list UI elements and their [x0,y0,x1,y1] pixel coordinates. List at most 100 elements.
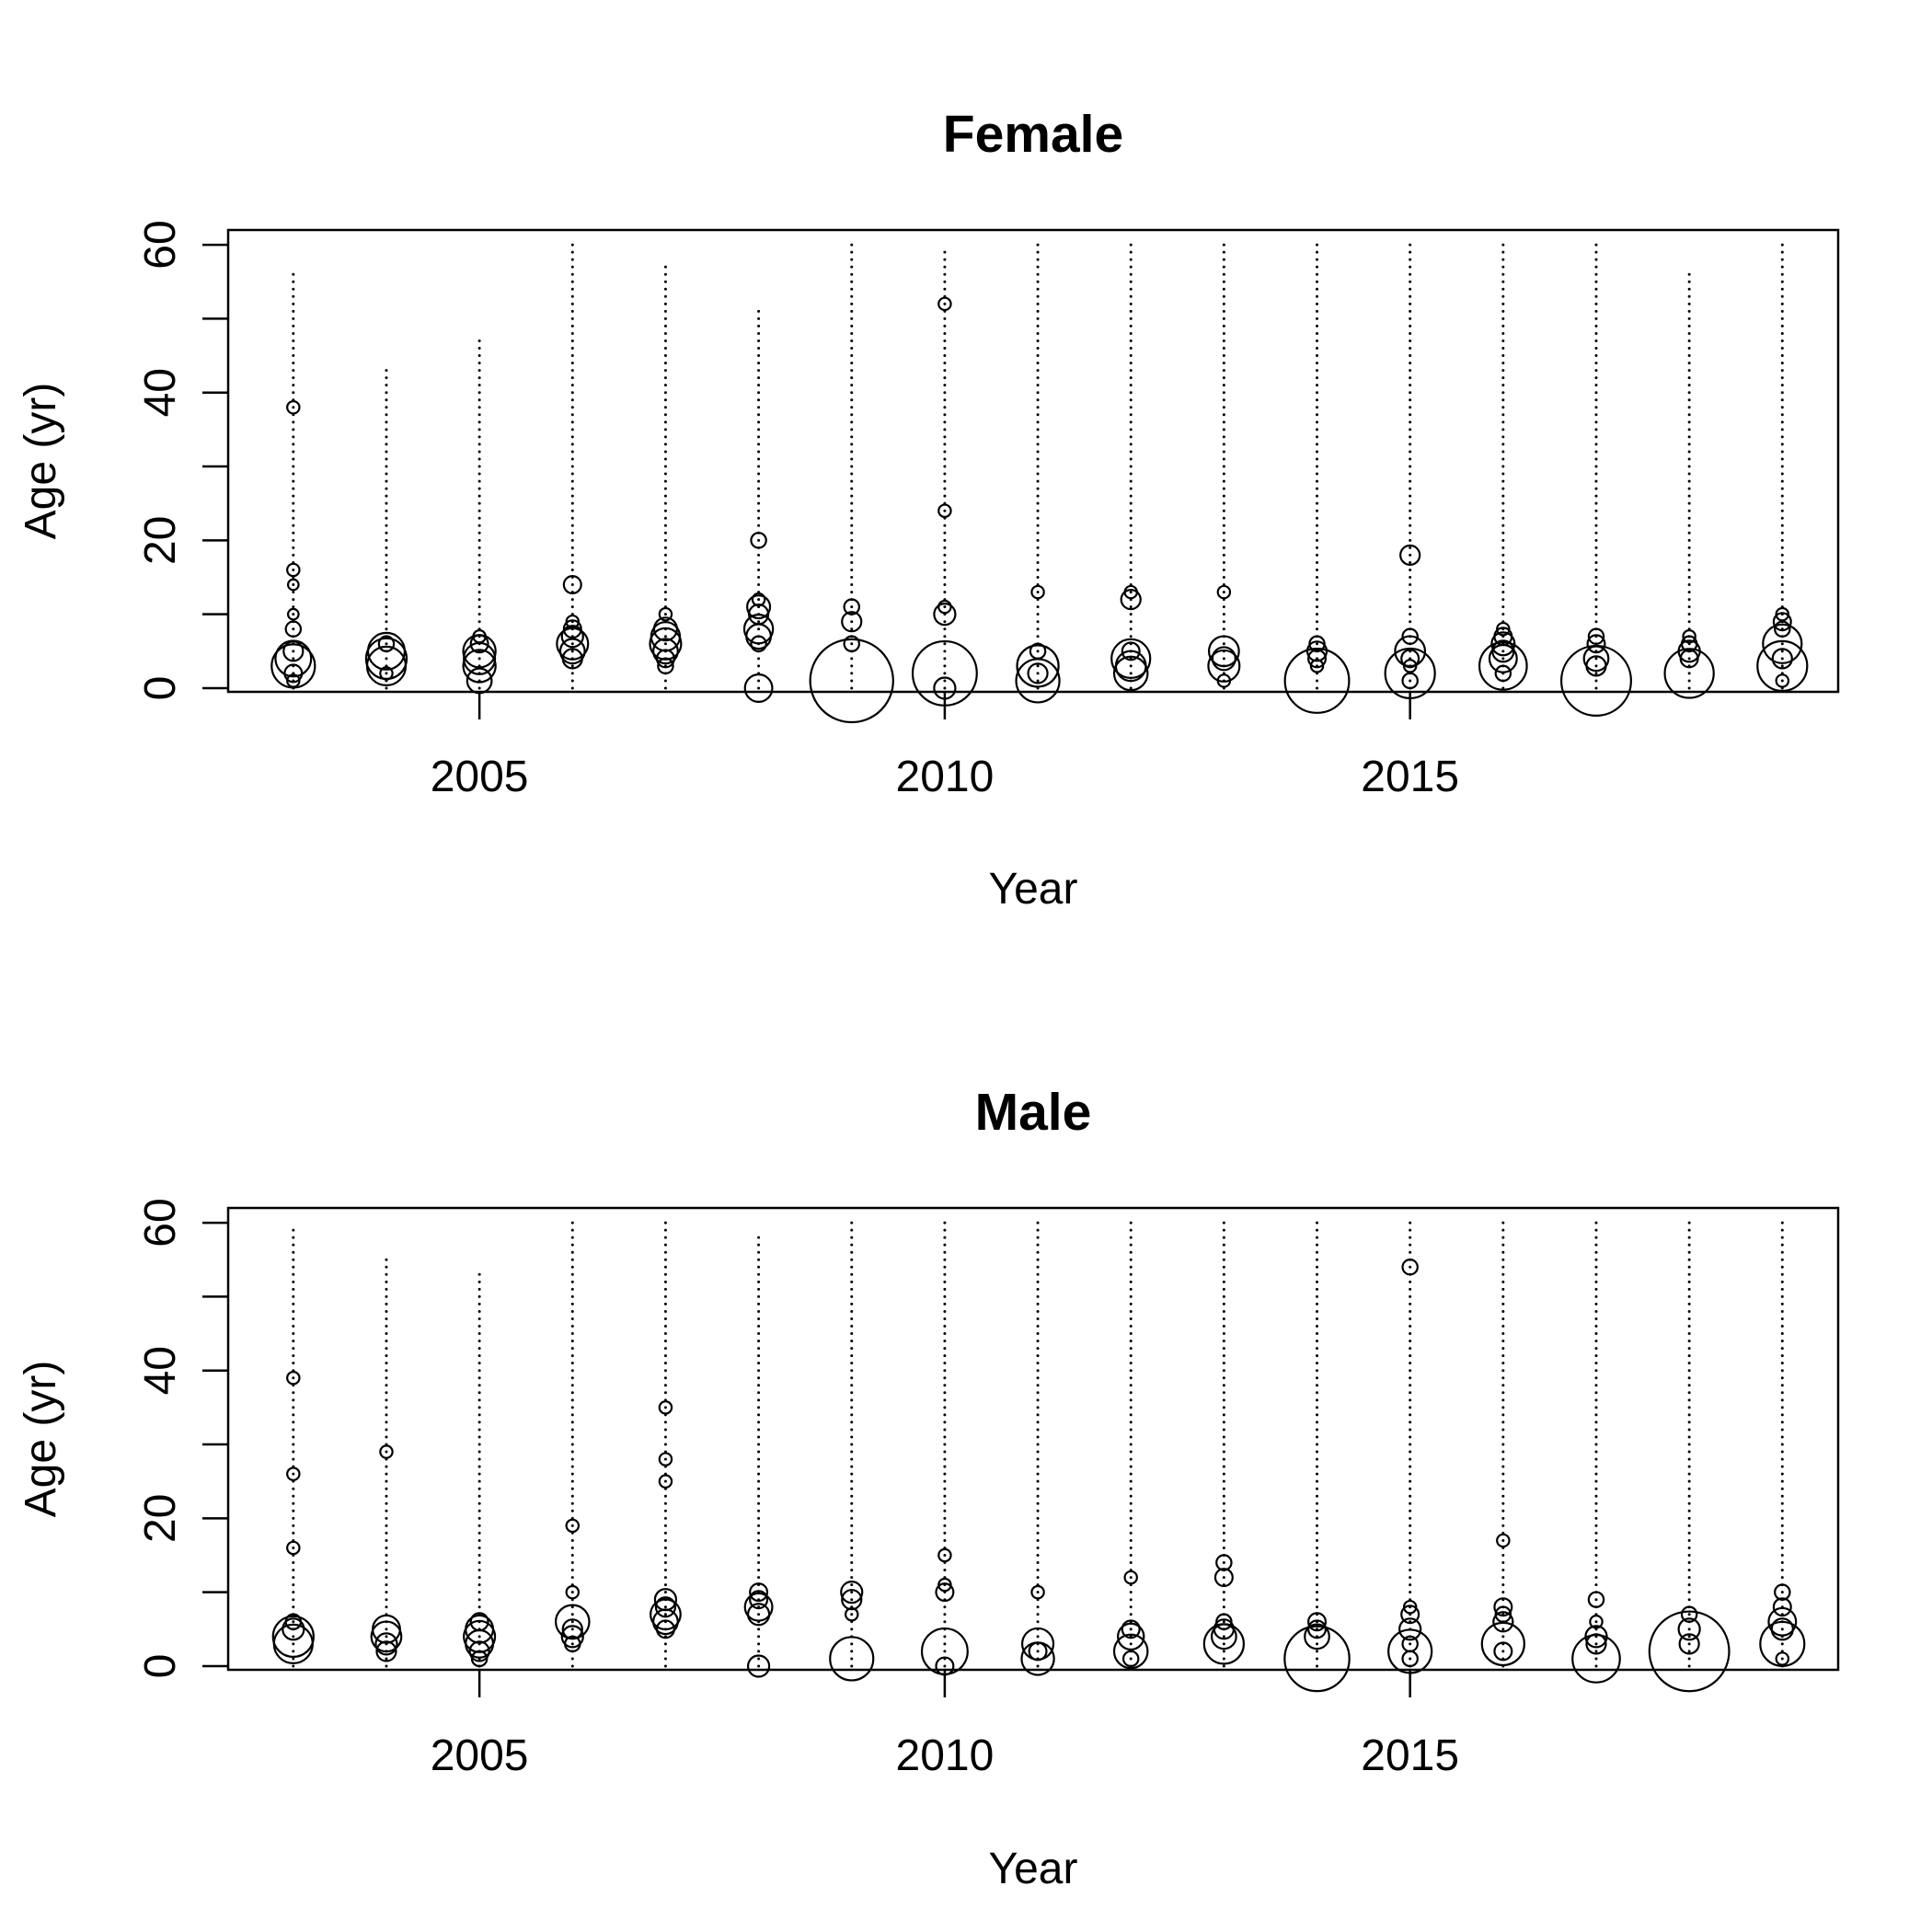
age-dot [1780,487,1784,490]
bubble [911,639,978,707]
age-dot [1409,1554,1412,1558]
age-dot [1780,583,1784,587]
age-dot [477,1561,481,1565]
age-dot [1316,1561,1319,1565]
age-dot [477,568,481,571]
age-dot [1594,1524,1598,1527]
age-dot [663,1613,667,1616]
age-dot [757,339,761,342]
y-tick-label: 60 [136,1198,185,1247]
age-dot [1409,568,1412,571]
age-dot [663,1428,667,1432]
age-dot [757,1509,761,1512]
age-dot [1594,546,1598,549]
bubble [466,667,493,695]
age-dot [477,1479,481,1483]
age-dot [1036,243,1040,247]
age-dot [477,398,481,402]
age-dot [1129,576,1133,580]
age-dot [850,376,854,380]
age-dot [1409,1391,1412,1395]
age-dot [1316,339,1319,342]
age-dot [1222,347,1225,351]
age-dot [1409,280,1412,283]
age-dot [1501,598,1505,602]
age-dot [1594,1443,1598,1446]
age-dot [477,457,481,461]
age-dot [1316,1450,1319,1454]
age-dot [292,1576,295,1580]
age-dot [292,331,295,335]
age-dot [1222,1591,1225,1594]
age-dot [850,1221,854,1225]
age-dot [292,1258,295,1261]
age-dot [850,479,854,483]
age-dot [1780,553,1784,557]
age-dot [385,1509,388,1512]
age-dot [1316,1272,1319,1276]
age-dot [1409,516,1412,520]
bubble [370,1620,403,1653]
age-dot [1129,1250,1133,1254]
age-dot [1129,369,1133,373]
bubble [1774,620,1791,638]
age-dot [1222,1516,1225,1520]
age-dot [1501,1524,1505,1527]
age-dot [943,1494,947,1498]
age-dot [943,265,947,269]
age-dot [1409,1509,1412,1512]
age-dot [1780,435,1784,439]
bubble [809,638,894,724]
age-dot [1409,598,1412,602]
age-dot [385,435,388,439]
bubble [843,635,860,653]
age-dot [385,420,388,424]
bubble [1400,1604,1420,1625]
age-dot [1687,494,1691,498]
bubble [1213,1618,1235,1640]
age-dot [943,1554,947,1558]
age-dot [570,443,574,446]
age-dot [292,1420,295,1424]
age-dot [477,1272,481,1276]
bubble [746,1654,771,1678]
age-dot [1501,435,1505,439]
age-dot [850,347,854,351]
age-dot [1780,591,1784,594]
age-dot [663,686,667,690]
age-dot [1687,1376,1691,1380]
age-dot [292,1376,295,1380]
age-dot [1129,553,1133,557]
age-dot [1316,613,1319,616]
age-dot [1780,1391,1784,1395]
age-dot [570,258,574,261]
age-dot [570,1332,574,1336]
x-axis-label: Year [989,865,1078,914]
age-dot [1036,1435,1040,1439]
age-dot [570,1406,574,1409]
age-dot [943,1428,947,1432]
age-dot [1222,243,1225,247]
age-dot [1409,398,1412,402]
age-dot [1222,1243,1225,1247]
age-dot [1222,613,1225,616]
age-dot [385,1598,388,1602]
age-dot [850,538,854,542]
age-dot [943,509,947,512]
age-dot [663,494,667,498]
age-dot [1222,1538,1225,1542]
age-dot [943,1258,947,1261]
age-dot [1780,538,1784,542]
bubble [1775,606,1790,622]
age-dot [943,287,947,291]
age-dot [663,472,667,476]
age-dot [1316,1546,1319,1549]
age-dot [1780,1325,1784,1328]
age-dot [385,1340,388,1343]
age-dot [1501,553,1505,557]
age-dot [1129,391,1133,395]
age-dot [1129,428,1133,431]
bubble [286,607,300,621]
age-dot [385,413,388,417]
age-dot [1222,1309,1225,1313]
